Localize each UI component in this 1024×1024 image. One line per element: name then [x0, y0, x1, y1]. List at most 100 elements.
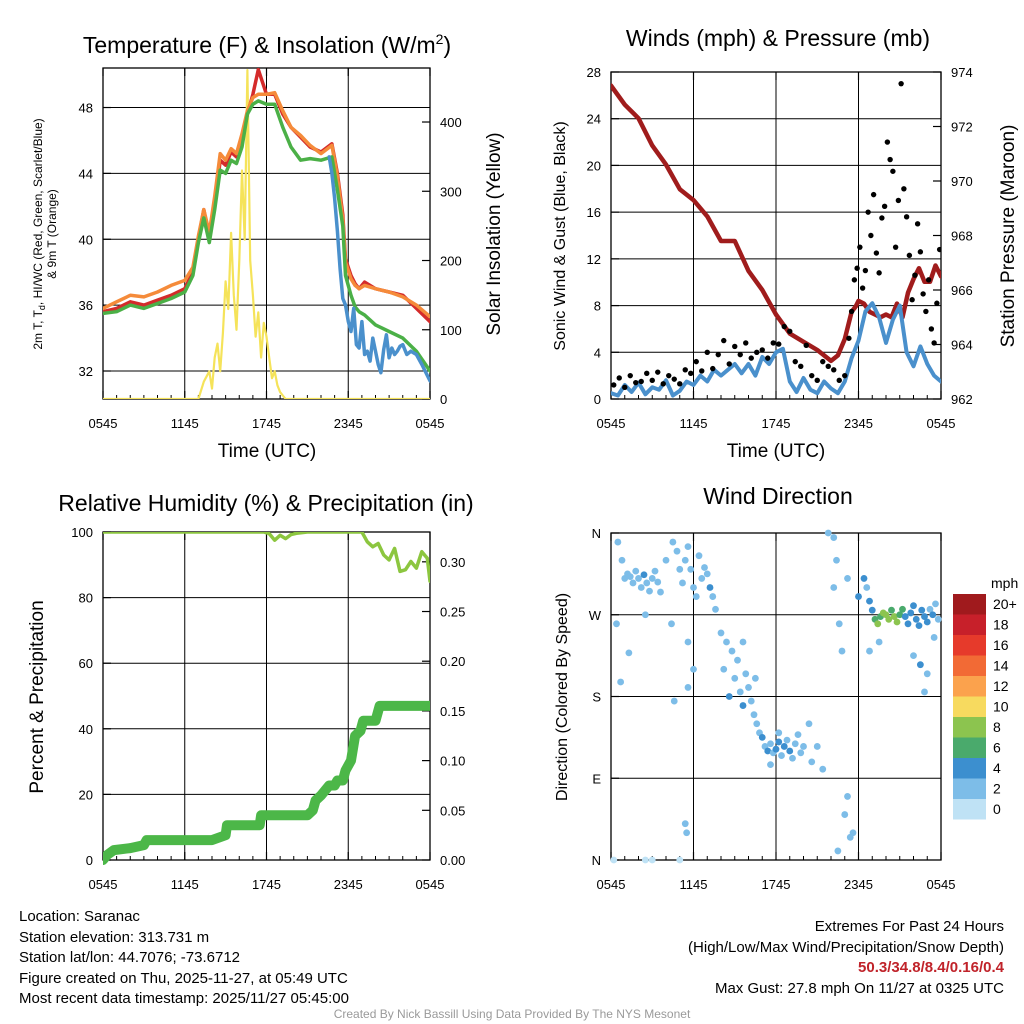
direction-point	[751, 674, 759, 682]
humidity-ytick-label: 40	[79, 722, 93, 737]
winds-gust-point	[759, 347, 765, 353]
direction-point	[635, 575, 642, 582]
direction-ytick-label: W	[589, 608, 602, 623]
direction-point	[617, 678, 625, 686]
winds-gust-point	[857, 244, 863, 250]
station-location: Location: Saranac	[19, 908, 140, 925]
temperature-plot-border	[102, 67, 431, 400]
colorbar-swatch	[953, 799, 986, 820]
winds-gust-point	[881, 203, 888, 210]
colorbar-label: 4	[993, 760, 1001, 776]
winds-gust-point	[611, 382, 617, 388]
temperature-xtick-label: 1145	[171, 416, 199, 431]
direction-point	[915, 622, 923, 630]
direction-point	[901, 613, 909, 620]
direction-point	[783, 736, 791, 744]
winds-ytick-right-label: 964	[951, 338, 973, 353]
direction-point	[758, 733, 766, 741]
station-elevation: Station elevation: 313.731 m	[19, 928, 210, 946]
temperature-chart: 0545 1145 1745 2345 0545 32 36 40 44 48 0 100 200 300…	[31, 31, 505, 462]
direction-point	[673, 547, 681, 555]
direction-point	[709, 593, 717, 600]
winds-gust-point	[671, 376, 677, 382]
extremes-subtitle: (High/Low/Max Wind/Precipitation/Snow De…	[688, 938, 1004, 956]
direction-point	[731, 674, 739, 682]
winds-gust-point	[879, 215, 885, 221]
winds-gust-point	[895, 197, 902, 204]
direction-point	[904, 620, 912, 628]
direction-point	[916, 661, 924, 669]
direction-point	[641, 856, 649, 864]
direction-point	[695, 552, 703, 560]
winds-gust-point	[765, 355, 771, 361]
winds-chart: 0545 1145 1745 2345 0545 0 4 8 12 16 20 24 28 962 964 9…	[552, 25, 1019, 462]
temperature-xtick-label: 0545	[89, 416, 118, 431]
colorbar-label: 18	[993, 617, 1009, 633]
direction-point	[684, 638, 692, 646]
winds-gust-point	[638, 378, 644, 385]
direction-point	[930, 634, 938, 641]
direction-point	[819, 765, 827, 773]
temperature-ytick-label: 40	[79, 232, 93, 247]
direction-xtick-label: 2345	[844, 877, 873, 892]
direction-point	[742, 670, 750, 678]
direction-point	[654, 578, 662, 586]
direction-point	[834, 847, 842, 855]
winds-gust-point	[688, 370, 694, 377]
winds-gust-point	[854, 265, 860, 271]
winds-gust-point	[715, 351, 721, 358]
direction-point	[923, 618, 931, 626]
temperature-xtick-label: 1745	[252, 416, 281, 431]
direction-point	[706, 584, 714, 591]
direction-point	[844, 575, 851, 582]
direction-colorbar: mph 20+ 18 16 14 12 10 8 6 4 2 0	[953, 575, 1018, 820]
colorbar-swatch	[953, 758, 986, 779]
recent-timestamp: Most recent data timestamp: 2025/11/27 0…	[19, 990, 349, 1007]
winds-xtick-label: 0545	[597, 416, 626, 431]
winds-gust-point	[693, 358, 699, 365]
direction-point	[786, 747, 794, 755]
winds-gust-point	[682, 367, 688, 373]
direction-point	[728, 647, 736, 655]
direction-point	[646, 587, 653, 595]
direction-ylabel: Direction (Colored By Speed)	[554, 593, 571, 801]
winds-gust-point	[787, 328, 793, 334]
direction-point	[833, 556, 840, 564]
direction-point	[736, 688, 744, 696]
direction-point	[679, 579, 686, 587]
winds-gust-point	[809, 372, 815, 379]
humidity-series	[103, 532, 430, 865]
winds-gust-point	[848, 308, 855, 315]
winds-gust-point	[928, 326, 935, 332]
winds-ylabel-right: Station Pressure (Maroon)	[998, 125, 1019, 348]
winds-gust-point	[655, 369, 661, 375]
direction-point	[632, 567, 640, 575]
winds-ytick-right-label: 966	[951, 283, 973, 298]
direction-point	[618, 556, 626, 564]
winds-gust-point	[851, 277, 858, 283]
temperature-xtick-label: 2345	[334, 416, 363, 431]
direction-ytick-label: E	[592, 771, 601, 786]
direction-point	[775, 738, 783, 746]
winds-gust-point	[917, 249, 924, 255]
direction-point	[684, 543, 692, 551]
humidity-ytick-right-label: 0.05	[440, 803, 465, 818]
direction-point	[681, 556, 689, 564]
direction-point	[789, 754, 796, 762]
winds-gust-point	[923, 308, 929, 315]
winds-gust-point	[748, 355, 754, 361]
winds-gust-point	[931, 340, 937, 346]
winds-ytick-right-label: 972	[951, 120, 973, 135]
temperature-ytick-label: 32	[79, 364, 93, 379]
colorbar-swatch	[953, 778, 986, 799]
direction-point	[684, 684, 692, 691]
extremes-title: Extremes For Past 24 Hours	[814, 918, 1004, 935]
temperature-title-main: Temperature (F) & Insolation (W/m	[83, 32, 436, 58]
winds-gust-point	[820, 358, 826, 365]
direction-ytick-label: S	[592, 690, 601, 705]
winds-plot-border	[610, 71, 942, 400]
winds-ytick-label: 24	[587, 112, 601, 127]
direction-xtick-label: 0545	[597, 877, 626, 892]
winds-gust-point	[704, 349, 710, 355]
humidity-xtick-label: 0545	[89, 877, 118, 892]
